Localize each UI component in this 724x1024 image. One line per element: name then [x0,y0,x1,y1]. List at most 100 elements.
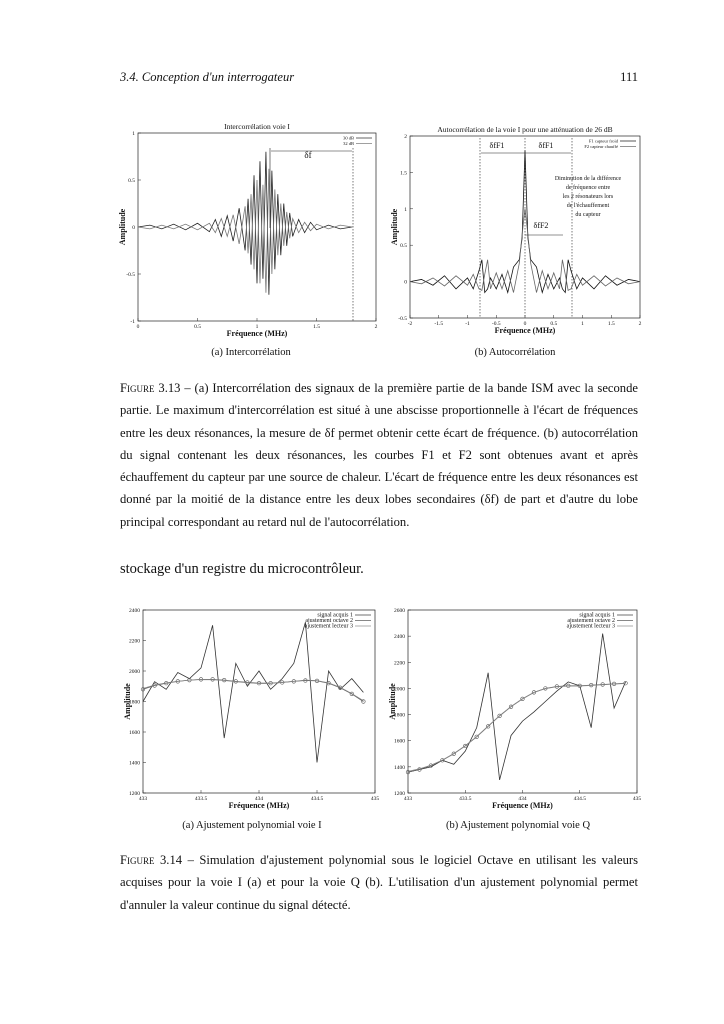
x-tick-label: 0.5 [550,321,557,327]
y-tick-label: 2 [404,134,407,140]
legend-label: ajustement lecteur 3 [305,624,353,630]
series-marker [349,691,354,696]
y-tick-label: 2400 [394,634,405,640]
legend-label: 32 dB [343,141,354,146]
legend-label: ajustement octave 2 [567,618,615,624]
x-tick-label: 433 [139,796,148,802]
y-tick-label: 1 [404,207,407,213]
series-marker [474,734,479,739]
y-tick-label: 0 [404,280,407,286]
x-tick-label: 434.5 [311,796,324,802]
page-number: 111 [620,70,638,84]
y-tick-label: 1600 [394,739,405,745]
series-marker [405,769,411,775]
series-line [142,622,364,763]
legend-label: 30 dB [343,136,354,141]
chart: 433 433.5 434 434.5 435 1200 1400 1600 1800 2000 2… [388,608,642,810]
annotation: δfF1 [490,141,505,150]
series-marker [520,696,525,701]
subcaption: (b) Ajustement polynomial voie Q [445,820,591,831]
x-tick-label: 1 [256,324,259,330]
x-axis-label: Fréquence (MHz) [495,326,556,335]
y-tick-label: 1400 [129,761,140,767]
x-tick-label: 1.5 [608,321,615,327]
x-axis-label: Fréquence (MHz) [492,801,553,810]
plot-frame [142,609,376,794]
x-tick-label: 433.5 [195,796,208,802]
figure-label: Figure 3.13 [120,381,181,395]
x-tick-label: -1.5 [434,321,443,327]
plot-frame [137,132,377,322]
series-line [407,682,626,773]
x-tick-label: -0.5 [492,321,501,327]
y-axis-label: Amplitude [388,683,397,720]
chart: 0 0.5 1 1.5 2 -1 -0.5 0 0.5 1 Intercorrélation voi… [118,122,378,338]
legend-label: F1 capteur froid [589,139,619,144]
y-axis-label: Amplitude [123,683,132,720]
plot-frame [407,609,638,794]
y-tick-label: 1400 [394,765,405,771]
legend-label: F2 capteur chauffé [584,144,618,149]
x-tick-label: 2 [375,324,378,330]
x-tick-label: 434.5 [574,796,587,802]
x-tick-label: 434 [255,796,264,802]
annotation: Diminution de la différence [555,175,622,182]
chart: 433 433.5 434 434.5 435 1200 1400 1600 1800 2000 2… [123,608,380,810]
y-tick-label: 2200 [129,639,140,645]
legend-label: ajustement octave 2 [305,618,353,624]
annotation: les 2 résonateurs lors [563,194,614,200]
y-tick-label: 1800 [129,700,140,706]
x-tick-label: 435 [633,796,642,802]
y-tick-label: -0.5 [126,272,135,278]
y-tick-label: 2000 [129,669,140,675]
series-marker [486,724,491,729]
y-tick-label: -0.5 [398,316,407,322]
figure-caption: Figure 3.13 – (a) Intercorrélation des s… [120,377,638,533]
x-tick-label: 435 [371,796,380,802]
subcaption: (a) Ajustement polynomial voie I [182,820,322,831]
series-marker [451,751,456,756]
series-line [409,208,641,293]
x-tick-label: 433 [404,796,413,802]
x-axis-label: Fréquence (MHz) [229,801,290,810]
annotation: de l'échauffement [567,202,610,209]
series-marker [508,704,514,709]
y-tick-label: 2600 [394,608,405,614]
caption-text: – Simulation d'ajustement polynomial sou… [120,853,638,912]
series-marker [440,758,445,763]
x-tick-label: 1.5 [313,324,320,330]
series-marker [463,743,468,749]
series-marker [140,687,146,692]
annotation: δf [304,150,311,160]
legend-label: signal acquis 1 [317,613,353,619]
series-marker [531,690,537,695]
series-marker [338,685,343,690]
y-tick-label: 0 [132,225,135,231]
y-axis-label: Amplitude [118,208,127,245]
y-tick-label: -1 [130,319,135,325]
legend-label: ajustement lecteur 3 [567,624,615,630]
series-line [407,633,626,781]
annotation: de fréquence entre [566,184,611,191]
y-tick-label: 0.5 [128,178,135,184]
x-tick-label: 0 [137,324,140,330]
y-tick-label: 2000 [394,686,405,692]
body-text: stockage d'un registre du microcontrôleu… [120,561,364,577]
x-tick-label: -2 [408,321,413,327]
x-tick-label: 434 [518,796,527,802]
x-tick-label: 0.5 [194,324,201,330]
y-tick-label: 1 [132,131,135,137]
x-tick-label: -1 [465,321,470,327]
x-tick-label: 1 [581,321,584,327]
y-axis-label: Amplitude [390,208,399,245]
series-line [137,151,353,295]
subcaption: (a) Intercorrélation [211,347,291,358]
y-tick-label: 2200 [394,660,405,666]
running-head: 3.4. Conception d'un interrogateur [120,70,295,84]
subcaption: (b) Autocorrélation [474,347,556,358]
x-tick-label: 0 [524,321,527,327]
y-tick-label: 1.5 [400,170,407,176]
annotation: δfF1 [539,141,554,150]
figure-caption: Figure 3.14 – Simulation d'ajustement po… [120,849,638,916]
annotation: δfF2 [534,221,549,230]
